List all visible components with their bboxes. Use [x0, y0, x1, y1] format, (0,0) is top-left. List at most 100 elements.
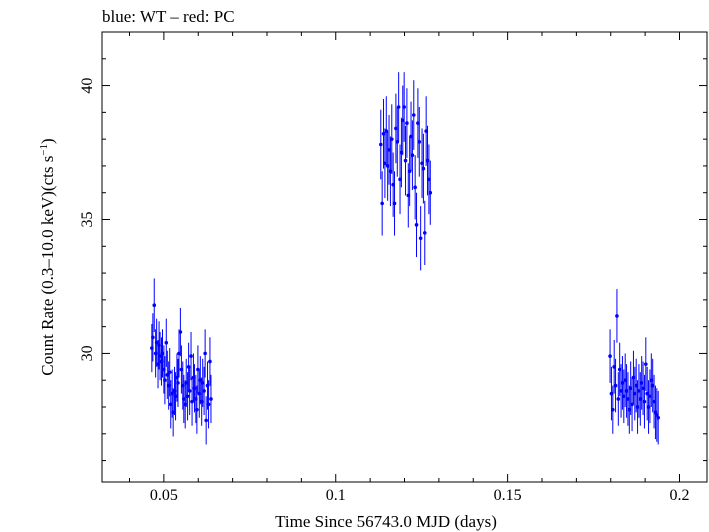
data-point — [380, 171, 384, 236]
data-point — [414, 192, 419, 257]
data-marker — [163, 378, 167, 383]
data-point — [616, 372, 621, 426]
data-marker — [642, 399, 647, 404]
data-point — [378, 109, 383, 180]
data-point — [167, 348, 172, 397]
data-point — [608, 329, 612, 383]
data-marker — [410, 153, 415, 158]
data-marker — [176, 381, 180, 385]
data-marker — [402, 105, 406, 109]
x-tick-label: 0.2 — [670, 487, 690, 504]
data-marker — [164, 340, 169, 345]
data-point — [413, 155, 417, 220]
data-point — [613, 358, 618, 413]
data-point — [189, 332, 193, 381]
data-marker — [411, 113, 416, 117]
data-point — [422, 200, 427, 266]
data-point — [428, 160, 433, 225]
data-point — [187, 366, 192, 416]
data-point — [630, 377, 634, 432]
data-marker — [185, 394, 190, 399]
data-marker — [380, 201, 384, 206]
data-point — [416, 88, 420, 158]
data-marker — [208, 359, 212, 364]
data-marker — [152, 303, 157, 308]
data-marker — [414, 223, 419, 227]
data-marker — [418, 236, 423, 241]
data-marker — [178, 330, 183, 334]
data-marker — [195, 407, 199, 412]
data-marker — [203, 351, 207, 356]
data-point — [151, 313, 155, 362]
data-point — [644, 337, 648, 391]
data-point — [185, 372, 190, 421]
data-point — [405, 88, 409, 158]
data-marker — [151, 335, 155, 340]
data-point — [421, 133, 426, 204]
data-marker — [613, 383, 618, 388]
data-point — [152, 278, 157, 332]
data-point — [615, 289, 619, 343]
data-marker — [644, 362, 648, 366]
data-point — [403, 125, 408, 196]
data-point — [396, 72, 401, 142]
data-marker — [389, 137, 394, 141]
data-point — [410, 120, 415, 191]
data-point — [163, 356, 167, 405]
x-tick-label: 0.15 — [494, 487, 522, 504]
axis-ticks: 0.05 0.1 0.15 0.2 30 35 40 — [79, 31, 707, 504]
data-marker — [167, 370, 172, 374]
data-point — [209, 374, 213, 424]
data-point — [402, 72, 406, 142]
data-point — [195, 385, 199, 434]
data-marker — [403, 158, 408, 163]
data-marker — [656, 415, 660, 420]
data-marker — [396, 105, 401, 109]
data-point — [642, 374, 647, 429]
data-marker — [422, 231, 427, 235]
data-marker — [616, 397, 621, 401]
data-marker — [206, 402, 211, 407]
x-tick-label: 0.1 — [326, 487, 346, 504]
data-point — [418, 206, 423, 271]
y-axis-label-exponent: −1 — [38, 144, 50, 156]
data-point — [176, 358, 180, 407]
data-point — [411, 80, 416, 150]
data-marker — [392, 201, 397, 206]
y-axis-label: Count Rate (0.3–10.0 keV)(cts s−1) — [38, 138, 57, 375]
x-tick-label: 0.05 — [150, 487, 178, 504]
data-point — [203, 329, 207, 378]
x-axis-label: Time Since 56743.0 MJD (days) — [275, 512, 497, 531]
data-point — [202, 366, 206, 416]
data-marker — [187, 389, 192, 393]
data-marker — [611, 407, 615, 412]
data-point — [407, 136, 412, 207]
y-axis-label-close: ) — [38, 138, 57, 144]
data-point — [178, 307, 183, 357]
data-point — [417, 107, 422, 177]
chart-title: blue: WT – red: PC — [102, 7, 235, 26]
data-point — [204, 396, 208, 445]
data-marker — [189, 354, 193, 358]
data-marker — [608, 354, 612, 358]
data-point — [392, 171, 397, 236]
y-tick-label: 40 — [79, 78, 96, 94]
data-marker — [202, 389, 206, 393]
data-marker — [405, 121, 409, 125]
data-marker — [413, 185, 417, 190]
y-axis-label-main: Count Rate (0.3–10.0 keV)(cts s — [38, 156, 57, 376]
data-point — [389, 104, 394, 174]
data-point — [656, 390, 660, 445]
data-marker — [428, 190, 433, 195]
data-marker — [417, 140, 422, 144]
data-points — [150, 72, 660, 445]
data-marker — [615, 314, 619, 318]
y-tick-label: 35 — [79, 212, 96, 228]
y-tick-label: 30 — [79, 345, 96, 361]
data-marker — [378, 142, 383, 147]
data-point — [164, 318, 169, 367]
data-point — [611, 385, 615, 434]
data-point — [208, 337, 212, 386]
data-marker — [204, 418, 208, 423]
